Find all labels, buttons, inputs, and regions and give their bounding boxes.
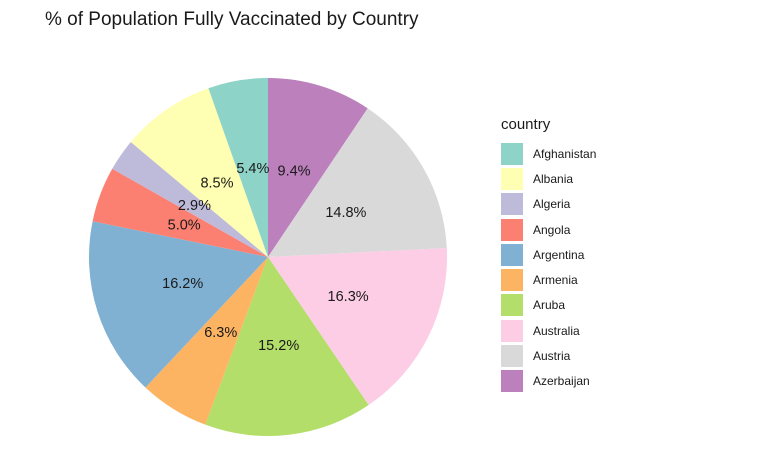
legend-label: Azerbaijan: [533, 374, 590, 389]
legend-item-australia: Australia: [501, 318, 596, 343]
legend-title: country: [501, 116, 551, 133]
pie-slice-algeria: [112, 142, 268, 257]
legend-item-aruba: Aruba: [501, 293, 596, 318]
legend-item-albania: Albania: [501, 166, 596, 191]
legend-swatch: [501, 345, 523, 368]
legend-label: Aruba: [533, 298, 566, 313]
legend-label: Argentina: [533, 247, 585, 262]
legend-label: Albania: [533, 171, 574, 186]
pie-slice-austria: [268, 108, 447, 257]
slice-label-argentina: 16.2%: [162, 276, 203, 292]
legend-label: Angola: [533, 222, 571, 237]
legend-label: Algeria: [533, 197, 571, 212]
legend-swatch: [501, 294, 523, 317]
legend-item-algeria: Algeria: [501, 192, 596, 217]
legend-item-argentina: Argentina: [501, 242, 596, 267]
pie-slice-albania: [130, 88, 268, 257]
legend-item-austria: Austria: [501, 343, 596, 368]
legend-item-angola: Angola: [501, 217, 596, 242]
legend-label: Austria: [533, 349, 571, 364]
legend-swatch: [501, 370, 523, 393]
legend-swatch: [501, 319, 523, 342]
chart-title: % of Population Fully Vaccinated by Coun…: [45, 9, 419, 30]
pie-slice-armenia: [145, 257, 268, 425]
legend-swatch: [501, 269, 523, 292]
slice-label-azerbaijan: 9.4%: [278, 163, 311, 179]
legend-swatch: [501, 243, 523, 266]
pie-slice-afghanistan: [208, 78, 268, 257]
legend-item-afghanistan: Afghanistan: [501, 141, 596, 166]
slice-label-albania: 8.5%: [200, 175, 233, 191]
legend-swatch: [501, 142, 523, 165]
legend-label: Australia: [533, 323, 580, 338]
slice-label-algeria: 2.9%: [178, 198, 211, 214]
pie-slice-aruba: [205, 257, 369, 436]
legend: country Afghanistan Albania Algeria Angola A…: [501, 116, 596, 394]
slice-label-armenia: 6.3%: [204, 325, 237, 341]
legend-item-azerbaijan: Azerbaijan: [501, 369, 596, 394]
pie-slice-argentina: [89, 221, 269, 388]
legend-swatch: [501, 193, 523, 216]
legend-item-armenia: Armenia: [501, 267, 596, 292]
pie-slice-angola: [92, 168, 268, 257]
legend-swatch: [501, 167, 523, 190]
slice-label-afghanistan: 5.4%: [236, 161, 269, 177]
legend-items: Afghanistan Albania Algeria Angola Argentina…: [501, 141, 596, 394]
slice-label-angola: 5.0%: [168, 218, 201, 234]
slice-label-australia: 16.3%: [328, 289, 369, 305]
slice-label-aruba: 15.2%: [258, 338, 299, 354]
legend-label: Armenia: [533, 273, 578, 288]
legend-swatch: [501, 218, 523, 241]
slice-label-austria: 14.8%: [325, 205, 366, 221]
pie-slice-australia: [268, 248, 447, 406]
legend-label: Afghanistan: [533, 146, 597, 161]
pie-slice-azerbaijan: [268, 78, 368, 257]
